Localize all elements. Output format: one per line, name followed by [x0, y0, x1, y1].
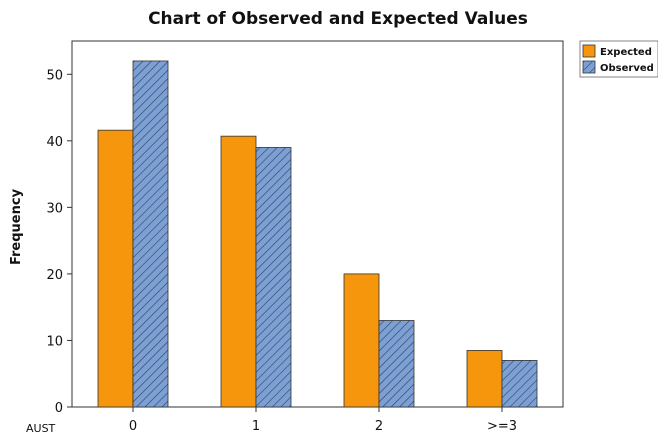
bar-expected-3 — [466, 350, 503, 408]
legend-label-observed: Observed — [600, 63, 654, 74]
chart-title: Chart of Observed and Expected Values — [148, 9, 528, 29]
legend: Expected Observed — [579, 40, 658, 78]
bar-observed-2 — [378, 320, 415, 408]
y-tick-label: 50 — [46, 68, 63, 83]
y-tick-label: 40 — [46, 135, 63, 150]
y-axis: 0 10 20 30 40 50 — [46, 68, 72, 416]
legend-label-expected: Expected — [600, 47, 652, 58]
bar-observed-1 — [255, 147, 292, 408]
y-axis-label: Frequency — [9, 188, 24, 265]
bar-expected-0 — [97, 129, 134, 408]
y-tick-label: 0 — [55, 401, 63, 416]
bar-observed-3 — [501, 360, 538, 408]
x-tick-label: 2 — [375, 419, 383, 434]
y-tick-label: 10 — [46, 334, 63, 349]
bar-expected-1 — [220, 135, 257, 408]
x-tick-label: 0 — [129, 419, 137, 434]
bar-expected-2 — [343, 273, 380, 408]
bar-observed-0 — [132, 60, 169, 408]
y-tick-label: 30 — [46, 201, 63, 216]
x-axis: 0 1 2 >=3 — [129, 407, 517, 434]
bars — [97, 60, 538, 408]
x-tick-label: >=3 — [487, 419, 517, 434]
legend-swatch-observed — [582, 60, 596, 74]
x-tick-label: 1 — [252, 419, 260, 434]
legend-swatch-expected — [582, 44, 596, 58]
x-axis-label: AUST — [26, 422, 56, 435]
y-tick-label: 20 — [46, 268, 63, 283]
